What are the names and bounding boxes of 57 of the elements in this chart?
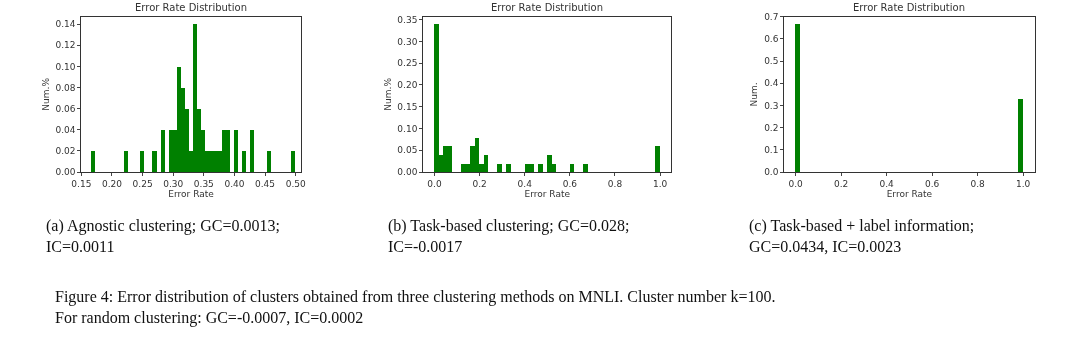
x-tick-label: 0.8 xyxy=(607,178,623,189)
y-axis-title: Num.% xyxy=(40,77,51,111)
y-tick-label: 0.4 xyxy=(764,78,779,89)
chart-title: Error Rate Distribution xyxy=(135,2,248,13)
y-tick-label: 0.00 xyxy=(397,167,418,178)
x-tick-label: 0.15 xyxy=(71,178,92,189)
y-tick-label: 0.10 xyxy=(397,123,418,134)
chart-title: Error Rate Distribution xyxy=(491,2,604,13)
x-tick-label: 0.6 xyxy=(562,178,578,189)
y-tick-label: 0.15 xyxy=(397,101,418,112)
y-tick-label: 0.02 xyxy=(55,146,76,157)
x-tick-label: 0.6 xyxy=(924,178,940,189)
x-tick-label: 0.40 xyxy=(224,178,245,189)
x-tick-label: 0.45 xyxy=(255,178,276,189)
x-tick-label: 0.25 xyxy=(132,178,153,189)
y-tick-label: 0.06 xyxy=(55,103,76,114)
caption: Figure 4: Error distribution of clusters obtained from three clustering methods on MNLI. Cluster number k=100. For random clustering: GC=-0.0007, IC=0.0002 xyxy=(55,288,776,327)
x-axis-title: Error Rate xyxy=(168,188,215,199)
y-tick-label: 0.3 xyxy=(764,100,779,111)
chart-title: Error Rate Distribution xyxy=(853,2,966,13)
y-axis-title: Num.% xyxy=(382,77,393,111)
x-tick-label: 0.4 xyxy=(517,178,533,189)
x-tick-label: 0.0 xyxy=(427,178,442,189)
y-tick-label: 0.05 xyxy=(397,145,418,156)
text: (c) Task-based + label information; GC=0.0434, IC=0.0023 xyxy=(749,217,975,255)
x-tick-label: 0.20 xyxy=(101,178,123,189)
y-tick-label: 0.6 xyxy=(764,34,779,45)
y-tick-label: 0.12 xyxy=(55,40,76,51)
y-tick-label: 0.04 xyxy=(55,124,76,135)
y-tick-label: 0.25 xyxy=(397,58,418,69)
y-tick-label: 0.10 xyxy=(55,61,76,72)
x-tick-label: 0.8 xyxy=(970,178,986,189)
text: (b) Task-based clustering; GC=0.028; IC=-0.0017 xyxy=(388,217,630,255)
x-tick-label: 0.30 xyxy=(163,178,184,189)
x-tick-label: 0.0 xyxy=(788,178,804,189)
y-tick-label: 0.0 xyxy=(764,167,779,178)
x-tick-label: 0.4 xyxy=(879,178,895,189)
x-tick-label: 0.2 xyxy=(472,178,487,189)
y-tick-label: 0.2 xyxy=(764,122,779,133)
y-tick-label: 0.30 xyxy=(397,36,418,47)
y-tick-label: 0.14 xyxy=(55,19,76,30)
x-tick-label: 0.50 xyxy=(285,178,306,189)
y-tick-label: 0.1 xyxy=(764,144,779,155)
y-tick-label: 0.20 xyxy=(397,80,418,91)
x-tick-label: 0.35 xyxy=(193,178,214,189)
y-tick-label: 0.08 xyxy=(55,82,76,93)
x-tick-label: 1.0 xyxy=(1015,178,1031,189)
text: (a) Agnostic clustering; GC=0.0013; IC=0.0011 xyxy=(46,217,280,255)
x-tick-label: 1.0 xyxy=(652,178,668,189)
y-tick-label: 0.5 xyxy=(764,56,779,67)
y-axis-title: Num. xyxy=(749,82,760,107)
y-tick-label: 0.35 xyxy=(397,14,418,25)
y-tick-label: 0.00 xyxy=(55,167,76,178)
y-tick-label: 0.7 xyxy=(764,11,779,22)
x-tick-label: 0.2 xyxy=(833,178,849,189)
x-axis-title: Error Rate xyxy=(524,188,571,199)
x-axis-title: Error Rate xyxy=(886,188,933,199)
